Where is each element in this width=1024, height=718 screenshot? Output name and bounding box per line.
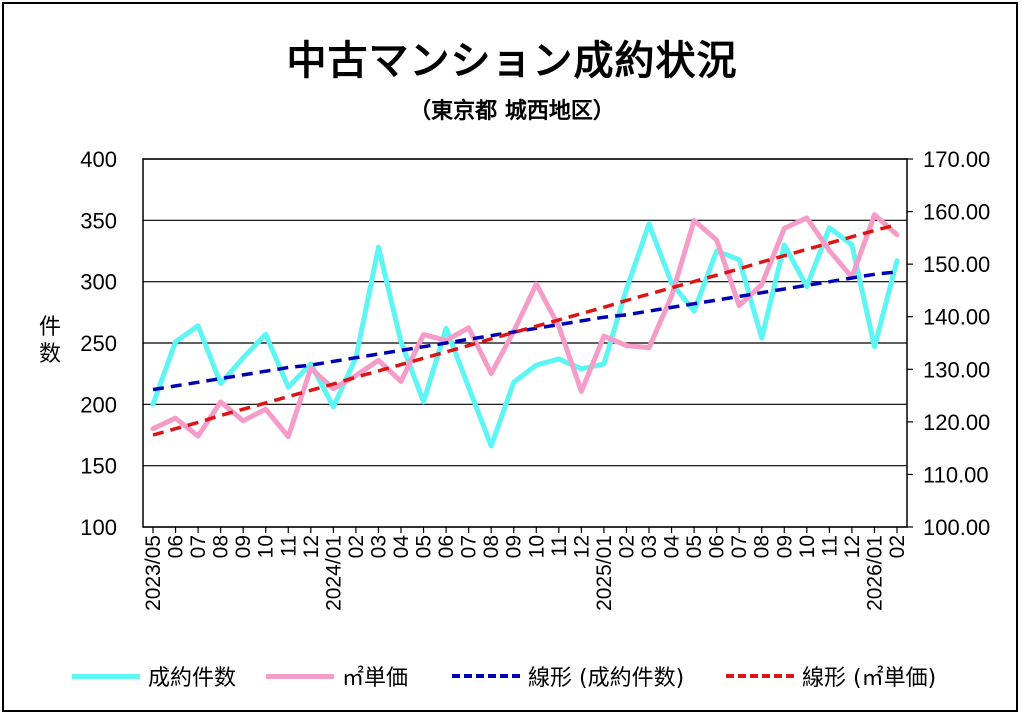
legend: 成約件数 ㎡単価 線形 (成約件数) 線形 (㎡単価) <box>0 656 1024 696</box>
x-tick-label: 2025/01 <box>593 535 616 611</box>
x-tick-label: 02 <box>345 535 368 558</box>
x-tick-label: 02 <box>615 535 638 558</box>
x-tick-label: 06 <box>435 535 458 558</box>
legend-label-trend-contracts: 線形 (成約件数) <box>528 666 685 691</box>
x-tick-label: 2024/01 <box>322 535 345 611</box>
x-tick-label: 08 <box>751 535 774 558</box>
legend-item-contracts: 成約件数 <box>72 656 236 696</box>
legend-swatch-trend-contracts <box>452 674 520 678</box>
x-tick-label: 10 <box>255 535 278 558</box>
x-tick-label: 05 <box>683 535 706 558</box>
x-tick-label: 10 <box>796 535 819 558</box>
x-tick-label: 04 <box>661 535 684 559</box>
x-tick-label: 06 <box>165 535 188 558</box>
y-left-tick-label: 100 <box>80 515 117 540</box>
legend-label-contracts: 成約件数 <box>148 666 237 691</box>
plot-area-border <box>142 158 908 528</box>
x-tick-label: 07 <box>728 535 751 558</box>
series-line-0 <box>150 221 900 449</box>
x-tick-label: 07 <box>187 535 210 558</box>
chart-title: 中古マンション成約状況 <box>286 38 738 84</box>
legend-item-trend-contracts: 線形 (成約件数) <box>452 656 684 696</box>
series-line-1 <box>150 212 900 440</box>
legend-item-unit-price: ㎡単価 <box>266 656 408 696</box>
x-tick-label: 11 <box>818 535 841 557</box>
x-tick-label: 04 <box>390 535 413 559</box>
x-tick-label: 07 <box>458 535 481 558</box>
y-left-tick-label: 400 <box>80 147 117 172</box>
x-tick-label: 09 <box>503 535 526 558</box>
legend-label-trend-unit-price: 線形 (㎡単価) <box>802 666 937 691</box>
y-left-tick-label: 150 <box>80 454 117 479</box>
x-tick-label: 02 <box>886 535 909 558</box>
y-left-tick-label: 300 <box>80 270 117 295</box>
y-right-tick-label: 100.00 <box>923 515 990 540</box>
x-tick-label: 05 <box>413 535 436 558</box>
x-tick-label: 09 <box>232 535 255 558</box>
legend-item-trend-unit-price: 線形 (㎡単価) <box>726 656 936 696</box>
x-tick-label: 08 <box>480 535 503 558</box>
x-tick-label: 09 <box>773 535 796 558</box>
y-left-tick-label: 250 <box>80 331 117 356</box>
chart-subtitle: （東京都 城西地区） <box>409 99 615 124</box>
y-right-tick-label: 160.00 <box>923 200 990 225</box>
legend-swatch-trend-unit-price <box>726 674 794 678</box>
x-tick-label: 12 <box>841 535 864 558</box>
legend-label-unit-price: ㎡単価 <box>342 666 409 691</box>
x-tick-label: 11 <box>548 535 571 557</box>
y-right-tick-label: 110.00 <box>923 462 989 487</box>
x-tick-label: 2026/01 <box>863 535 886 611</box>
x-tick-label: 12 <box>570 535 593 558</box>
series-line-3 <box>152 223 898 437</box>
x-tick-label: 10 <box>525 535 548 558</box>
y-right-tick-label: 130.00 <box>923 357 990 382</box>
x-tick-label: 12 <box>300 535 323 558</box>
legend-swatch-contracts <box>72 673 140 679</box>
y-right-tick-label: 140.00 <box>923 305 990 330</box>
y-right-tick-label: 150.00 <box>923 252 990 277</box>
x-tick-label: 2023/05 <box>142 535 165 611</box>
x-tick-label: 11 <box>277 535 300 557</box>
legend-swatch-unit-price <box>266 673 334 679</box>
y-axis-label: 件数 <box>38 315 61 367</box>
x-tick-label: 03 <box>367 535 390 558</box>
x-tick-label: 03 <box>638 535 661 558</box>
x-tick-label: 08 <box>210 535 233 558</box>
y-right-tick-label: 170.00 <box>923 147 990 172</box>
x-tick-label: 06 <box>706 535 729 558</box>
y-right-tick-label: 120.00 <box>923 410 990 435</box>
y-left-tick-label: 350 <box>80 208 117 233</box>
y-left-tick-label: 200 <box>80 392 117 417</box>
